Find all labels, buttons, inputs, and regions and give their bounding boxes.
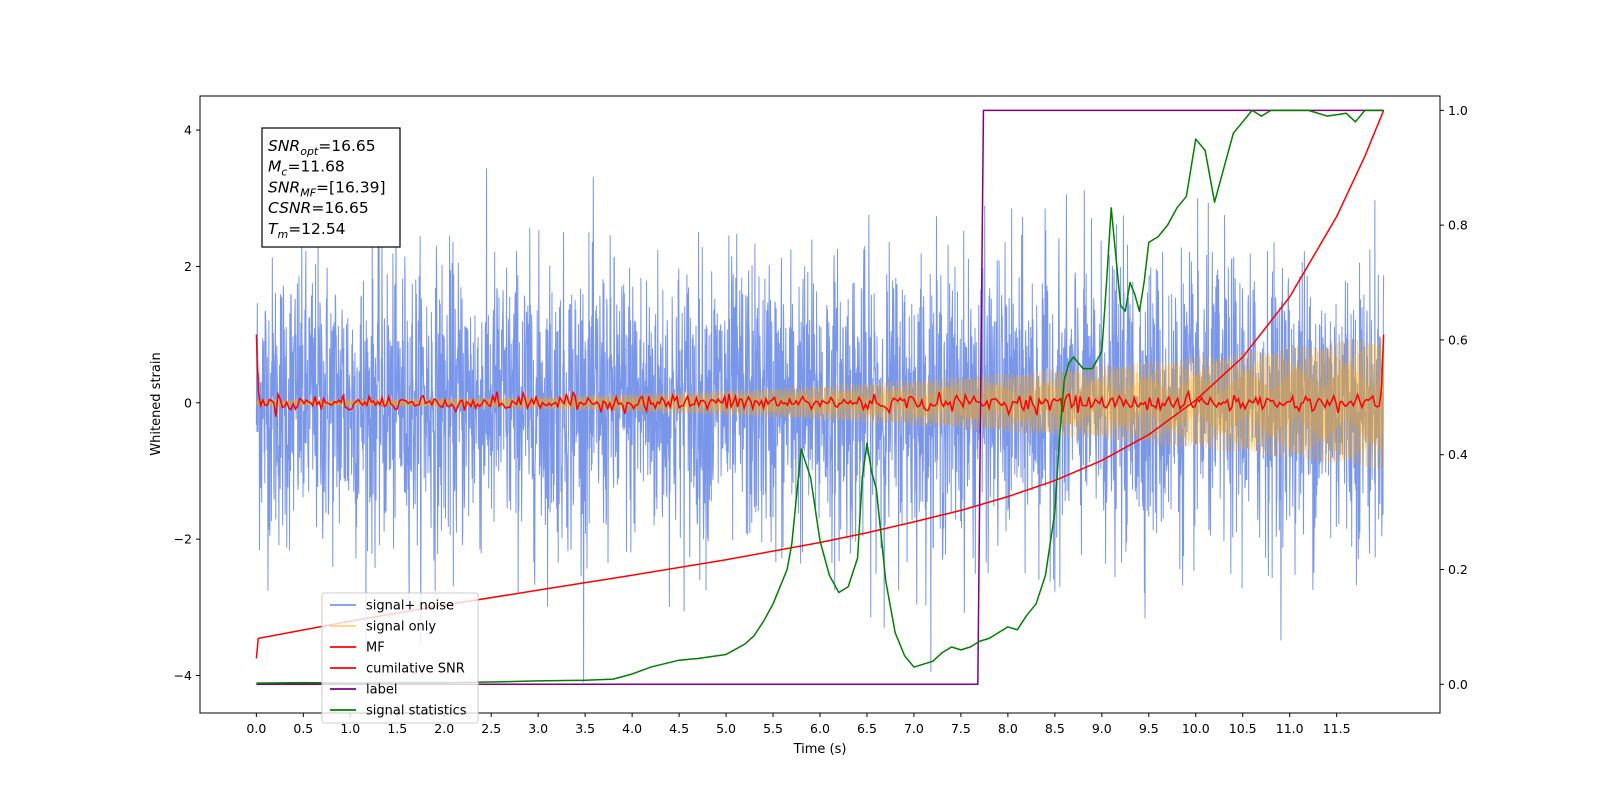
y-right-tick-label: 0.6	[1448, 332, 1468, 347]
x-tick-label: 5.5	[763, 721, 783, 736]
x-tick-label: 6.5	[857, 721, 877, 736]
info-line: SNRopt=16.65	[268, 137, 376, 158]
legend-label: MF	[366, 641, 385, 656]
legend-label: signal only	[366, 620, 436, 635]
series-signal-statistics	[256, 109, 1384, 684]
x-tick-label: 8.0	[998, 721, 1018, 736]
y-right-tick-label: 1.0	[1448, 103, 1468, 118]
legend-label: cumilative SNR	[366, 662, 465, 677]
y-left-tick-label: 0	[184, 395, 192, 410]
x-tick-label: 9.5	[1139, 721, 1159, 736]
y-axis-label: Whitened strain	[149, 352, 164, 455]
x-tick-label: 1.0	[340, 721, 360, 736]
x-tick-label: 0.5	[293, 721, 313, 736]
x-tick-label: 3.5	[575, 721, 595, 736]
x-tick-label: 2.5	[481, 721, 501, 736]
x-tick-label: 11.0	[1276, 721, 1304, 736]
y-right-tick-label: 0.8	[1448, 218, 1468, 233]
x-tick-label: 3.0	[528, 721, 548, 736]
y-left-tick-label: 2	[184, 259, 192, 274]
x-tick-label: 10.5	[1229, 721, 1257, 736]
x-tick-label: 10.0	[1182, 721, 1210, 736]
series-layer	[255, 109, 1385, 686]
y-axis-right: 0.0 0.2 0.4 0.6 0.8 1.0	[1440, 103, 1468, 692]
y-right-tick-label: 0.0	[1448, 677, 1468, 692]
x-tick-label: 5.0	[716, 721, 736, 736]
x-tick-label: 8.5	[1045, 721, 1065, 736]
x-tick-label: 9.0	[1092, 721, 1112, 736]
x-tick-label: 7.5	[951, 721, 971, 736]
info-line: Mc=11.68	[268, 158, 345, 179]
x-tick-label: 7.0	[904, 721, 924, 736]
x-axis: 0.0 0.5 1.0 1.5 2.0 2.5 3.0 3.5 4.0 4.5 5.0 5.5 6.0 6…	[246, 713, 1351, 736]
y-axis-left: −4 −2 0 2 4	[174, 123, 200, 683]
info-line: SNRMF=[16.39]	[268, 178, 386, 199]
y-right-tick-label: 0.4	[1448, 447, 1468, 462]
info-box: SNRopt=16.65Mc=11.68SNRMF=[16.39]CSNR=16…	[261, 127, 401, 248]
x-tick-label: 2.0	[434, 721, 454, 736]
info-line: CSNR=16.65	[268, 199, 369, 217]
legend: signal+ noise signal only MF cumilative SNR…	[321, 592, 479, 724]
y-left-tick-label: −4	[174, 668, 192, 683]
y-left-tick-label: −2	[174, 532, 192, 547]
series-signal-noise	[255, 168, 1385, 683]
x-tick-label: 1.5	[387, 721, 407, 736]
info-line: Tm=12.54	[268, 220, 346, 241]
legend-frame	[321, 592, 479, 724]
legend-label: signal statistics	[366, 704, 467, 719]
legend-label: signal+ noise	[366, 599, 454, 614]
series-label	[256, 109, 1384, 686]
series-mf	[255, 334, 1385, 417]
y-right-tick-label: 0.2	[1448, 562, 1468, 577]
x-tick-label: 0.0	[246, 721, 266, 736]
x-tick-label: 4.0	[622, 721, 642, 736]
y-left-tick-label: 4	[184, 123, 192, 138]
legend-label: label	[366, 683, 397, 698]
x-tick-label: 4.5	[669, 721, 689, 736]
x-axis-label: Time (s)	[793, 742, 847, 757]
x-tick-label: 6.0	[810, 721, 830, 736]
info-box-frame	[261, 127, 401, 248]
x-tick-label: 11.5	[1323, 721, 1351, 736]
